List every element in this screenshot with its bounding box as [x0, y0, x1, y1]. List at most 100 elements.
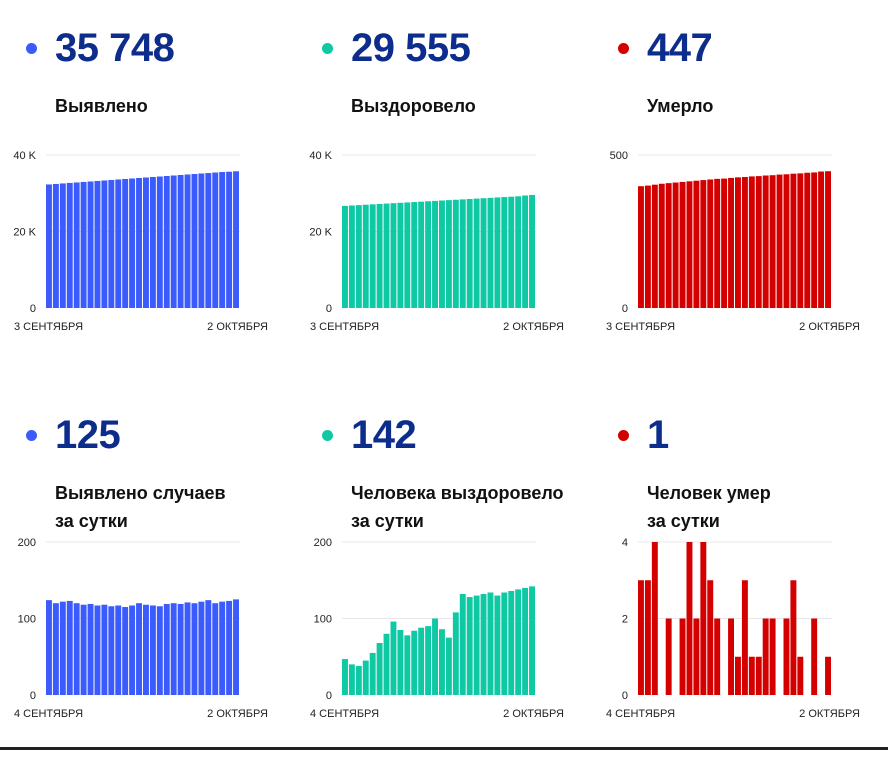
bar — [790, 173, 797, 308]
bar — [136, 603, 142, 695]
bar — [494, 197, 501, 308]
bar — [452, 199, 459, 308]
bar — [686, 181, 693, 308]
bar — [515, 589, 522, 695]
bar — [80, 181, 87, 308]
bar — [66, 600, 73, 695]
bottom-divider — [0, 747, 888, 750]
series-dot-icon — [322, 43, 333, 54]
bar — [769, 618, 776, 695]
y-tick-label: 40 K — [309, 150, 332, 162]
bar — [170, 603, 177, 695]
bar — [163, 176, 170, 308]
stat-panel-p6: 1 Человек умер за сутки 0 2 4 4 СЕНТЯБРЯ 2 ОКТЯ… — [592, 387, 888, 762]
bar — [149, 605, 156, 695]
bar — [73, 182, 80, 308]
x-start-label: 3 СЕНТЯБРЯ — [14, 321, 83, 333]
bar — [397, 202, 404, 308]
stat-label: Умерло — [647, 92, 713, 120]
y-tick-label: 0 — [30, 690, 36, 702]
bar — [233, 599, 239, 696]
bar — [679, 181, 686, 308]
stat-label-line: за сутки — [647, 511, 720, 531]
stat-label: Выявлено — [55, 92, 148, 120]
bar — [87, 603, 94, 695]
bar — [741, 580, 748, 695]
bar — [80, 604, 87, 695]
y-tick-label: 100 — [314, 614, 332, 626]
bar — [170, 175, 177, 308]
bar — [466, 597, 473, 695]
bar — [108, 606, 115, 695]
bar — [87, 181, 94, 308]
bar-chart: 0 100 200 4 СЕНТЯБРЯ 2 ОКТЯБРЯ — [14, 537, 268, 720]
bar — [205, 600, 212, 695]
bar — [755, 656, 762, 695]
bar — [411, 202, 418, 308]
stat-label-line: за сутки — [55, 511, 128, 531]
bar — [665, 618, 672, 695]
bar — [728, 177, 734, 308]
bar — [445, 637, 452, 696]
bar — [501, 197, 508, 308]
bar — [508, 590, 515, 695]
bar — [191, 603, 198, 695]
bar — [226, 600, 233, 695]
bar — [177, 175, 184, 308]
y-tick-label: 20 K — [309, 227, 332, 239]
bar — [390, 621, 397, 695]
bar — [651, 542, 658, 695]
y-tick-label: 0 — [30, 303, 36, 315]
y-tick-label: 4 — [622, 537, 628, 549]
bar — [342, 659, 348, 695]
y-tick-label: 20 K — [13, 227, 36, 239]
bar — [459, 594, 466, 695]
bar — [480, 198, 487, 308]
x-end-label: 2 ОКТЯБРЯ — [503, 321, 564, 333]
stat-value: 125 — [55, 413, 121, 457]
x-start-label: 4 СЕНТЯБРЯ — [310, 708, 379, 720]
x-start-label: 4 СЕНТЯБРЯ — [606, 708, 675, 720]
stat-value: 447 — [647, 26, 713, 70]
bar — [122, 607, 129, 695]
x-end-label: 2 ОКТЯБРЯ — [503, 708, 564, 720]
bar — [522, 587, 529, 695]
stat-label: Человек умер за сутки — [647, 479, 771, 535]
bar — [700, 180, 707, 308]
bar — [143, 604, 149, 695]
bar — [355, 205, 362, 308]
bar — [191, 174, 198, 308]
bar — [755, 176, 762, 308]
bar — [665, 183, 672, 308]
bar — [487, 592, 494, 695]
bar-chart: 0 2 4 4 СЕНТЯБРЯ 2 ОКТЯБРЯ — [606, 537, 860, 720]
bar — [342, 205, 348, 308]
bar — [219, 601, 226, 695]
bar — [721, 178, 728, 308]
y-tick-label: 0 — [326, 690, 332, 702]
stat-label-line: Выздоровело — [351, 96, 476, 116]
bar — [473, 595, 480, 695]
bar — [383, 203, 390, 308]
bar — [790, 580, 797, 695]
bar — [466, 198, 473, 308]
bar — [149, 176, 156, 308]
bar — [156, 176, 163, 308]
x-end-label: 2 ОКТЯБРЯ — [207, 321, 268, 333]
y-tick-label: 500 — [610, 150, 628, 162]
bar — [825, 171, 831, 308]
bar — [445, 200, 452, 308]
bar — [825, 656, 831, 695]
stat-label-line: Человека выздоровело — [351, 483, 564, 503]
x-end-label: 2 ОКТЯБРЯ — [799, 708, 860, 720]
bar — [714, 618, 721, 695]
x-end-label: 2 ОКТЯБРЯ — [207, 708, 268, 720]
stat-label-line: Умерло — [647, 96, 714, 116]
bar — [638, 186, 644, 308]
bar — [369, 204, 376, 308]
bar — [707, 179, 714, 308]
bar — [672, 182, 679, 308]
bar — [459, 199, 466, 308]
bar — [439, 200, 445, 308]
bar — [59, 601, 66, 695]
